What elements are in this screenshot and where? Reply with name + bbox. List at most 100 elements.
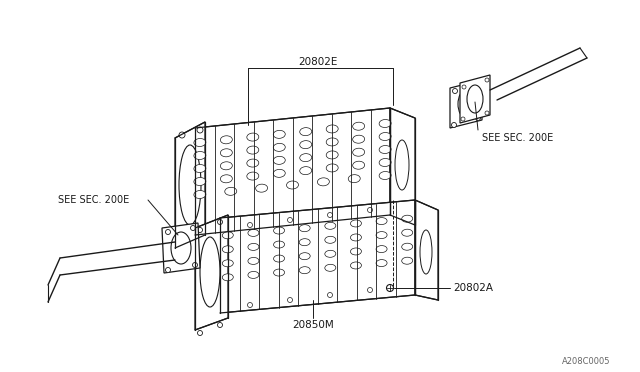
Ellipse shape (248, 230, 259, 237)
Ellipse shape (451, 122, 456, 128)
Ellipse shape (367, 288, 372, 292)
Ellipse shape (166, 230, 170, 234)
Ellipse shape (218, 219, 223, 224)
Ellipse shape (220, 149, 232, 157)
Ellipse shape (476, 115, 481, 121)
Text: A208C0005: A208C0005 (561, 357, 610, 366)
Ellipse shape (420, 230, 432, 274)
Ellipse shape (191, 225, 195, 231)
Ellipse shape (248, 302, 253, 308)
Polygon shape (415, 200, 438, 300)
Ellipse shape (220, 136, 232, 144)
Ellipse shape (198, 228, 202, 232)
Ellipse shape (326, 164, 338, 172)
Ellipse shape (197, 235, 203, 241)
Ellipse shape (300, 128, 312, 136)
Ellipse shape (379, 145, 391, 154)
Ellipse shape (351, 220, 362, 227)
Ellipse shape (328, 292, 333, 298)
Ellipse shape (248, 272, 259, 278)
Ellipse shape (166, 267, 170, 273)
Ellipse shape (273, 130, 285, 138)
Ellipse shape (299, 239, 310, 246)
Text: 20802E: 20802E (298, 57, 338, 67)
Ellipse shape (379, 132, 391, 141)
Ellipse shape (376, 232, 387, 238)
Ellipse shape (326, 151, 338, 159)
Polygon shape (460, 75, 490, 123)
Ellipse shape (222, 274, 234, 281)
Ellipse shape (325, 236, 336, 243)
Ellipse shape (387, 285, 394, 292)
Ellipse shape (325, 250, 336, 257)
Ellipse shape (379, 171, 391, 180)
Ellipse shape (458, 90, 474, 118)
Ellipse shape (194, 177, 206, 186)
Ellipse shape (328, 212, 333, 218)
Ellipse shape (367, 208, 372, 212)
Ellipse shape (299, 267, 310, 274)
Ellipse shape (194, 151, 206, 160)
Polygon shape (195, 215, 228, 330)
Ellipse shape (379, 158, 391, 167)
Polygon shape (195, 108, 390, 235)
Ellipse shape (247, 133, 259, 141)
Ellipse shape (194, 138, 206, 147)
Ellipse shape (273, 143, 285, 151)
Ellipse shape (351, 248, 362, 255)
Ellipse shape (353, 122, 365, 130)
Ellipse shape (300, 167, 312, 174)
Ellipse shape (198, 330, 202, 336)
Ellipse shape (467, 85, 483, 113)
Ellipse shape (300, 141, 312, 149)
Ellipse shape (402, 243, 413, 250)
Ellipse shape (402, 229, 413, 236)
Ellipse shape (402, 257, 413, 264)
Ellipse shape (194, 164, 206, 173)
Ellipse shape (317, 178, 330, 186)
Ellipse shape (379, 119, 391, 128)
Ellipse shape (222, 246, 234, 253)
Ellipse shape (273, 169, 285, 177)
Text: SEE SEC. 200E: SEE SEC. 200E (58, 195, 129, 205)
Ellipse shape (273, 269, 285, 276)
Ellipse shape (273, 241, 285, 248)
Ellipse shape (348, 175, 360, 183)
Ellipse shape (222, 260, 234, 267)
Ellipse shape (299, 225, 310, 232)
Ellipse shape (197, 127, 203, 133)
Ellipse shape (287, 218, 292, 222)
Ellipse shape (248, 257, 259, 264)
Ellipse shape (247, 172, 259, 180)
Polygon shape (175, 122, 205, 248)
Text: 20850M: 20850M (292, 320, 334, 330)
Ellipse shape (287, 298, 292, 302)
Ellipse shape (402, 215, 413, 222)
Ellipse shape (353, 148, 365, 156)
Ellipse shape (255, 184, 268, 192)
Ellipse shape (248, 222, 253, 228)
Ellipse shape (273, 227, 285, 234)
Ellipse shape (218, 323, 223, 327)
Ellipse shape (248, 243, 259, 250)
Ellipse shape (247, 146, 259, 154)
Ellipse shape (353, 161, 365, 169)
Ellipse shape (273, 156, 285, 164)
Ellipse shape (351, 234, 362, 241)
Text: 20802A: 20802A (453, 283, 493, 293)
Ellipse shape (376, 218, 387, 225)
Ellipse shape (376, 260, 387, 267)
Ellipse shape (194, 190, 206, 199)
Ellipse shape (220, 162, 232, 170)
Ellipse shape (485, 78, 489, 82)
Polygon shape (162, 223, 200, 273)
Ellipse shape (179, 132, 185, 138)
Ellipse shape (193, 263, 198, 267)
Ellipse shape (326, 125, 338, 133)
Ellipse shape (353, 135, 365, 143)
Ellipse shape (222, 232, 234, 239)
Polygon shape (220, 200, 415, 313)
Ellipse shape (461, 117, 465, 121)
Ellipse shape (200, 237, 220, 307)
Ellipse shape (179, 240, 185, 246)
